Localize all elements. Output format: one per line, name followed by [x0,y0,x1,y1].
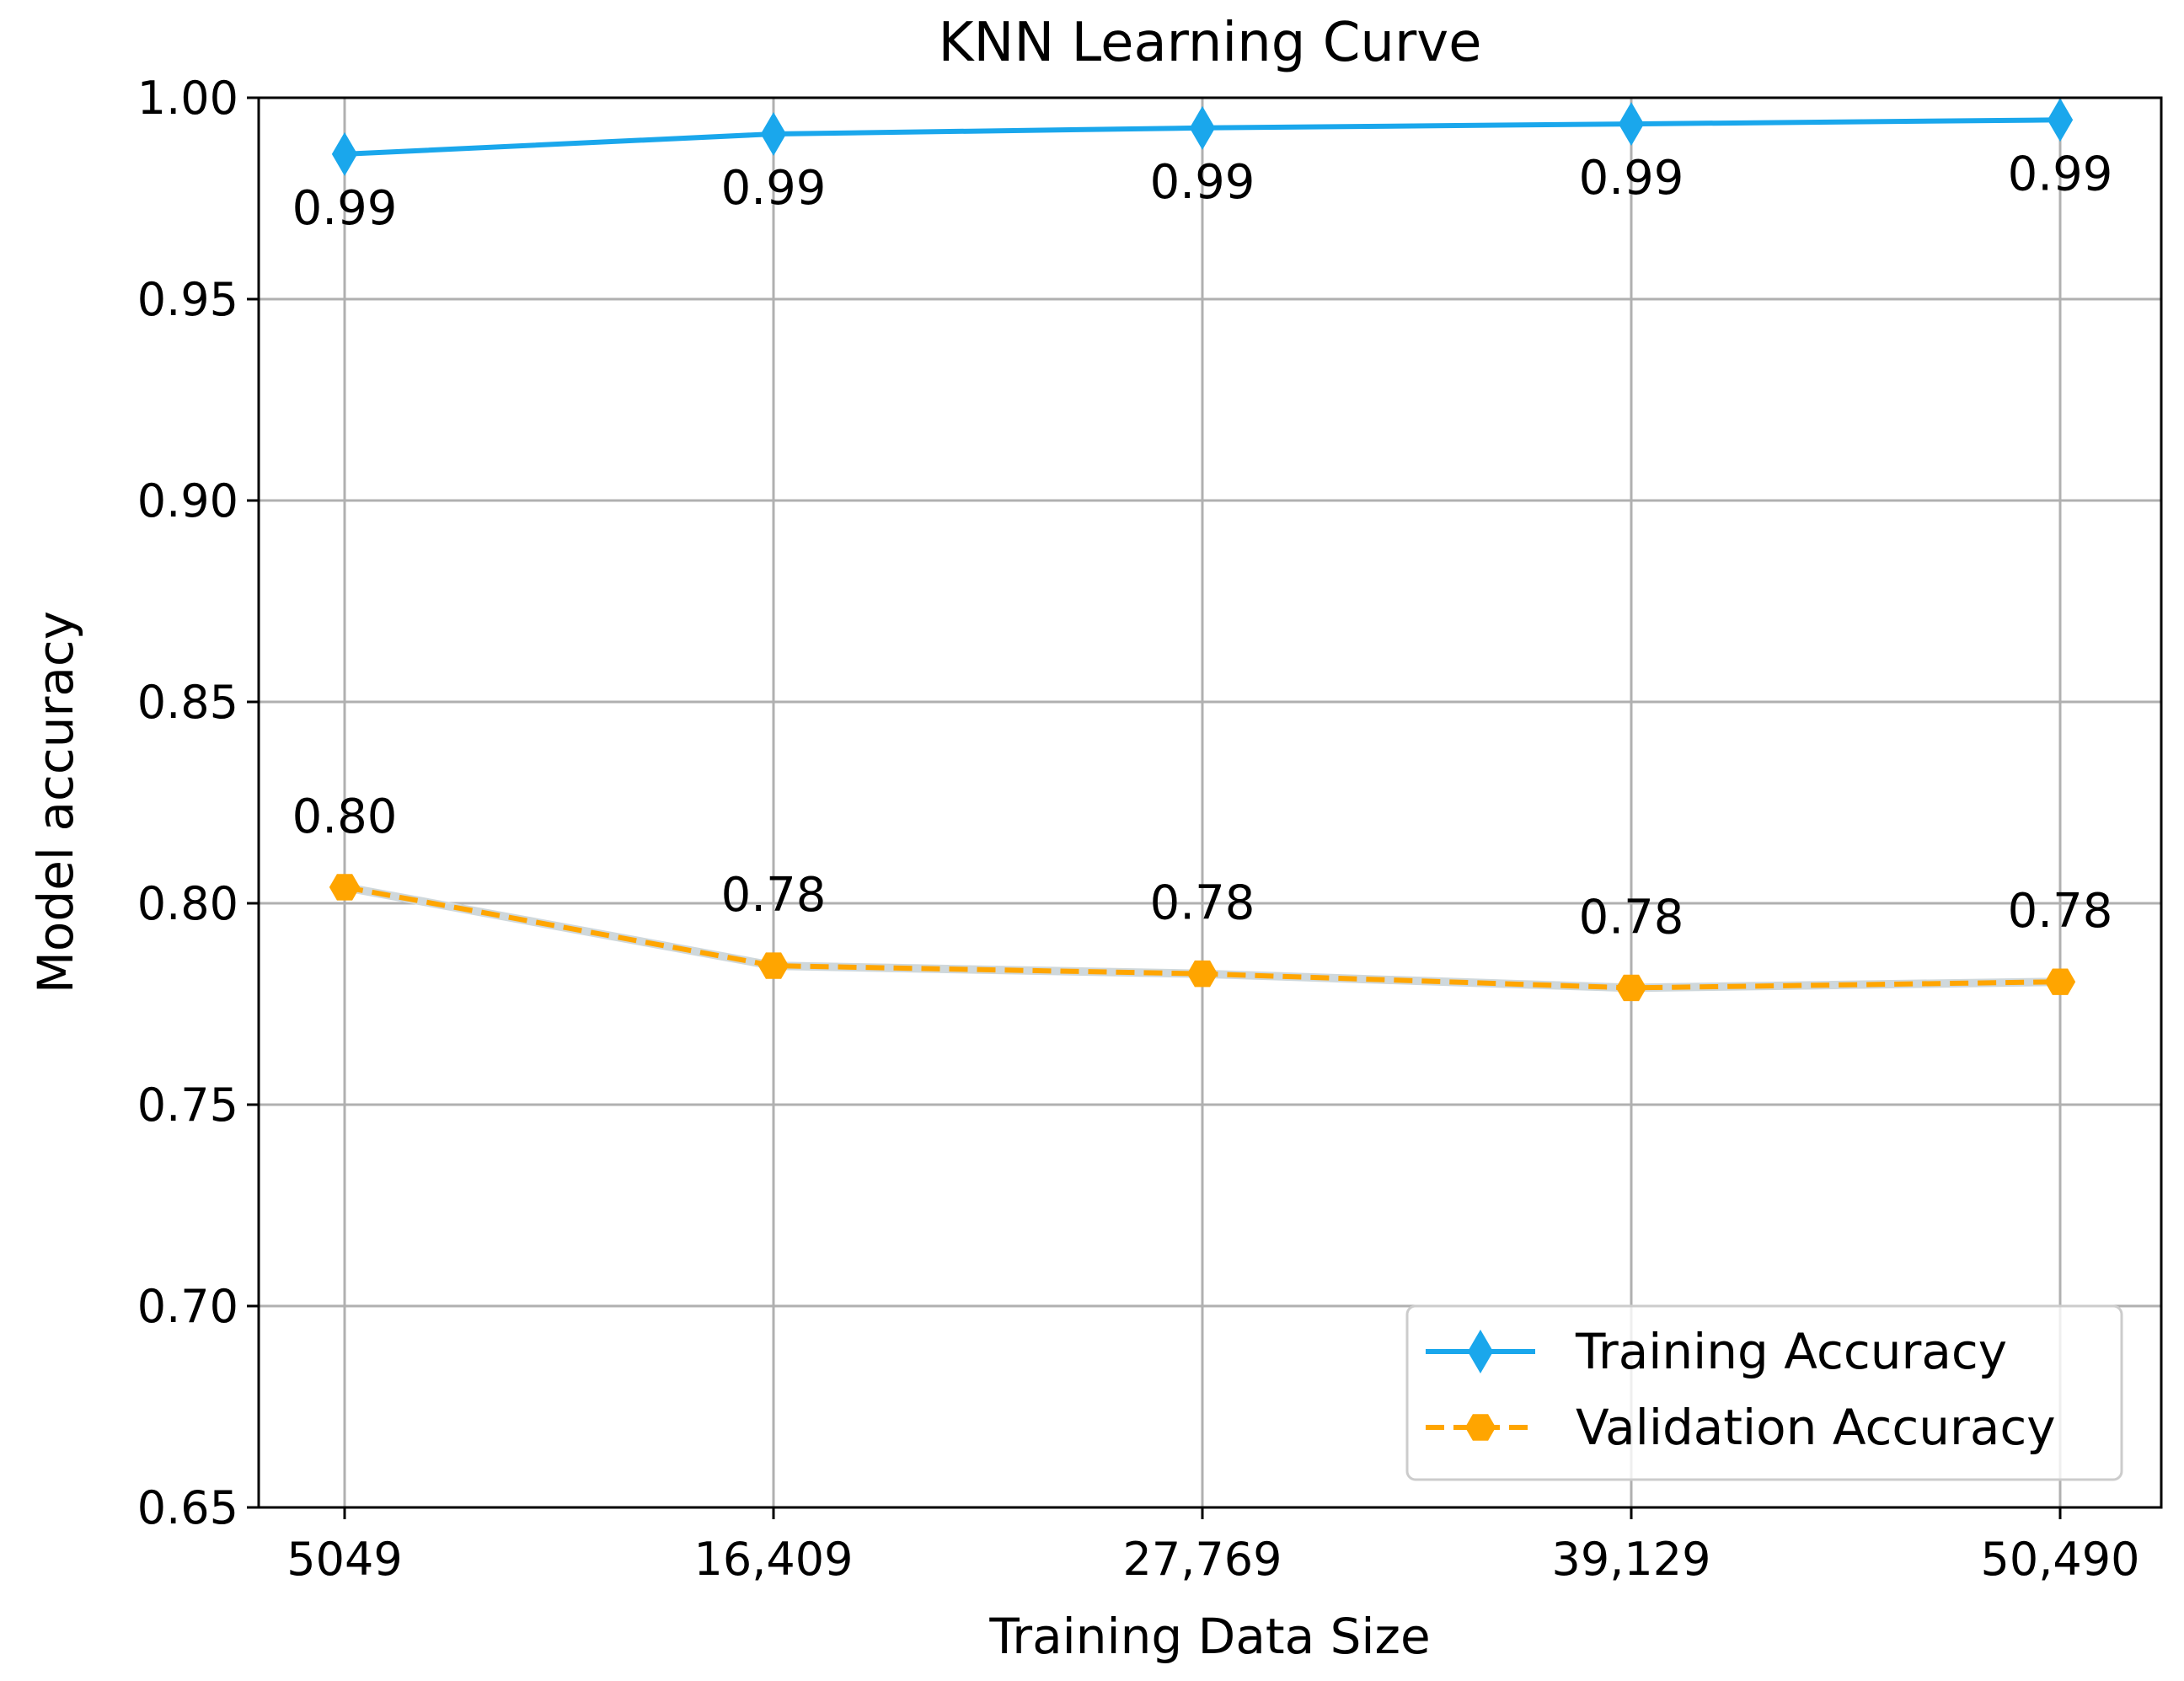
y-axis-label: Model accuracy [27,611,84,993]
training-accuracy-marker [1189,105,1216,150]
training-accuracy-marker [2047,98,2074,142]
x-axis-label: Training Data Size [988,1608,1430,1665]
validation-accuracy-marker [1464,1414,1496,1441]
y-tick-label: 0.75 [137,1079,238,1132]
y-tick-label: 0.85 [137,676,238,729]
legend-box [1405,1304,2123,1481]
chart-title: KNN Learning Curve [938,12,1481,74]
x-tick-label: 50,490 [1981,1533,2140,1586]
validation-accuracy-marker [757,952,790,979]
training-accuracy-marker [760,112,787,157]
validation-accuracy-marker [2044,968,2076,995]
y-tick-label: 0.70 [137,1280,238,1333]
x-tick-label: 39,129 [1552,1533,1711,1586]
validation-accuracy-data-label: 0.78 [1579,890,1684,945]
x-tick-label: 27,769 [1123,1533,1282,1586]
legend: Training Accuracy Validation Accuracy [1405,1304,2123,1481]
y-tick-label: 0.80 [137,877,238,930]
data-labels: 0.99 0.99 0.99 0.99 0.99 0.80 0.78 0.78 0.78 0.78 [292,147,2113,945]
y-tick-label: 1.00 [137,72,238,125]
plot-frame [257,96,2163,1509]
validation-accuracy-marker [329,874,361,901]
training-accuracy-legend-label: Training Accuracy [1575,1323,2007,1380]
training-accuracy-data-label: 0.99 [292,181,398,236]
training-accuracy-data-label: 0.99 [1150,155,1255,210]
y-tick-label: 0.95 [137,273,238,326]
training-accuracy-data-label: 0.99 [721,161,827,216]
training-accuracy-data-label: 0.99 [2008,147,2113,201]
validation-accuracy-data-label: 0.78 [2008,884,2113,939]
training-accuracy-marker [1467,1330,1494,1373]
validation-accuracy-data-label: 0.78 [1150,876,1255,931]
validation-accuracy-legend-label: Validation Accuracy [1576,1399,2056,1456]
axis-ticks: 0.65 0.70 0.75 0.80 0.85 0.90 0.95 1.00 5049 16,4… [137,72,2140,1586]
y-tick-label: 0.65 [137,1481,238,1534]
validation-accuracy-data-label: 0.80 [292,790,398,844]
validation-accuracy-marker [1615,974,1647,1002]
y-tick-label: 0.90 [137,474,238,527]
validation-accuracy-data-label: 0.78 [721,868,827,923]
x-tick-label: 16,409 [694,1533,854,1586]
validation-accuracy-marker [1186,960,1218,988]
training-accuracy-marker [1618,102,1645,147]
training-accuracy-data-label: 0.99 [1579,151,1684,206]
training-accuracy-marker [331,131,358,176]
series-layer [329,98,2076,1002]
x-tick-label: 5049 [286,1533,402,1586]
